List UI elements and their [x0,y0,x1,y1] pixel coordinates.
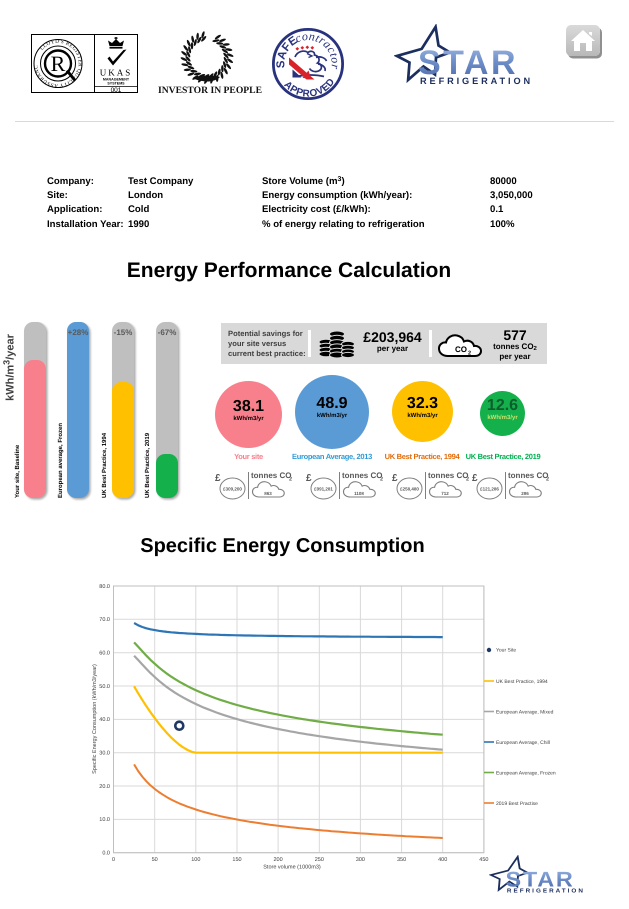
svg-text:MANAGEMENT: MANAGEMENT [103,78,130,82]
svg-text:Specific Energy Consumption (k: Specific Energy Consumption (kWh/m3/year… [92,664,98,774]
svg-text:712: 712 [441,491,449,496]
svg-text:CO: CO [455,345,467,354]
svg-text:200: 200 [274,857,283,863]
svg-text:£258,480: £258,480 [400,487,419,492]
svg-text:2: 2 [380,477,383,483]
svg-text:UK Best Practice, 1994: UK Best Practice, 1994 [496,679,548,685]
svg-text:UKAS: UKAS [100,68,133,78]
svg-text:1108: 1108 [354,491,364,496]
svg-text:2019 Best Practise: 2019 Best Practise [496,801,538,807]
svg-text:450: 450 [479,857,488,863]
svg-text:SYSTEMS: SYSTEMS [107,82,125,86]
svg-text:£991,281: £991,281 [314,487,333,492]
svg-text:300: 300 [356,857,365,863]
svg-text:250: 250 [315,857,324,863]
svg-text:0.0: 0.0 [102,851,110,857]
svg-text:350: 350 [397,857,406,863]
svg-text:£: £ [306,473,312,484]
svg-text:European Average, Frozen: European Average, Frozen [496,771,556,777]
svg-text:50: 50 [152,857,158,863]
svg-text:R: R [51,51,66,76]
svg-text:863: 863 [264,491,272,496]
svg-text:80.0: 80.0 [99,584,110,590]
svg-text:European Average, Mixed: European Average, Mixed [496,710,554,716]
svg-text:£: £ [472,473,478,484]
svg-text:40.0: 40.0 [99,717,110,723]
svg-text:STAR: STAR [506,868,575,892]
svg-text:tonnes CO: tonnes CO [342,471,382,480]
svg-text:£309,200: £309,200 [223,487,242,492]
svg-text:0: 0 [112,857,115,863]
svg-text:tonnes CO: tonnes CO [508,471,548,480]
svg-text:REFRIGERATION: REFRIGERATION [507,888,585,894]
svg-text:REFRIGERATION: REFRIGERATION [420,76,533,86]
svg-text:20.0: 20.0 [99,784,110,790]
svg-text:60.0: 60.0 [99,651,110,657]
svg-text:tonnes CO: tonnes CO [428,471,468,480]
svg-text:150: 150 [232,857,241,863]
svg-text:Your Site: Your Site [496,648,516,654]
svg-text:30.0: 30.0 [99,751,110,757]
svg-text:£121,286: £121,286 [480,487,499,492]
svg-text:European Average, Chill: European Average, Chill [496,740,550,746]
svg-text:2: 2 [546,477,549,483]
svg-text:001: 001 [111,87,122,93]
svg-text:100: 100 [191,857,200,863]
svg-text:STAR: STAR [418,44,518,82]
svg-text:400: 400 [438,857,447,863]
svg-text:2: 2 [466,477,469,483]
svg-text:£: £ [215,473,221,484]
svg-text:286: 286 [521,491,529,496]
svg-text:50.0: 50.0 [99,684,110,690]
svg-text:INVESTOR IN PEOPLE: INVESTOR IN PEOPLE [158,85,262,96]
svg-text:2: 2 [289,477,292,483]
svg-text:70.0: 70.0 [99,617,110,623]
svg-text:Store volume (1000m3): Store volume (1000m3) [263,865,321,871]
svg-text:10.0: 10.0 [99,817,110,823]
svg-text:£: £ [392,473,398,484]
svg-text:tonnes CO: tonnes CO [251,471,291,480]
svg-text:2: 2 [468,351,471,357]
